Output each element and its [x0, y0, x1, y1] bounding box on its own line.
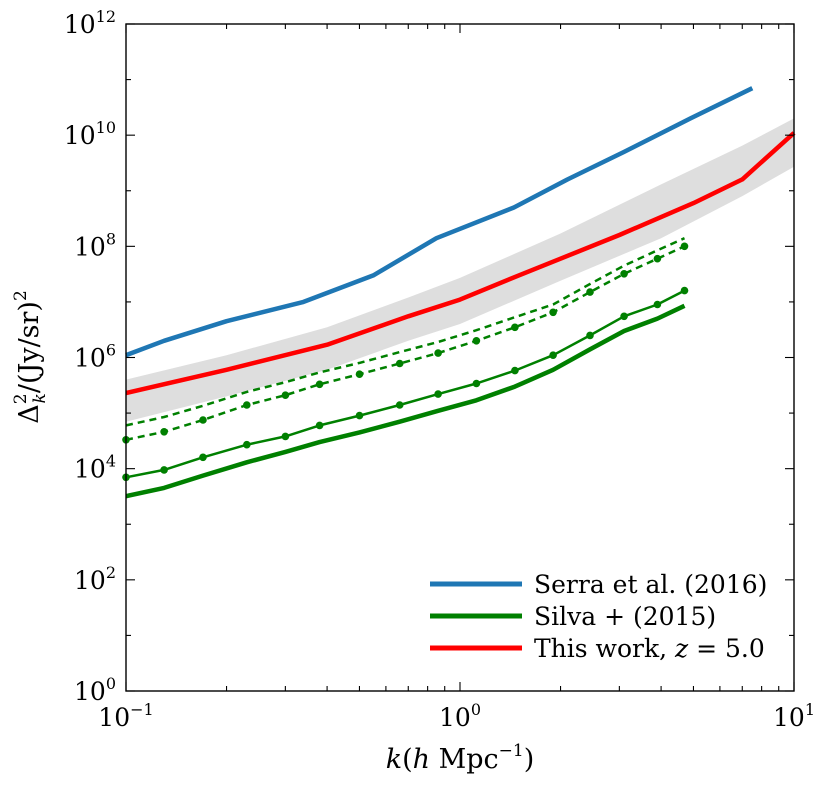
series-3-point — [243, 440, 251, 449]
y-tick-label-5: 1010 — [64, 118, 116, 150]
uncertainty-band-layer — [126, 118, 794, 422]
series-3-point — [315, 421, 324, 430]
x-tick-label-2: 101 — [773, 700, 815, 732]
legend-label-0: Serra et al. (2016) — [534, 570, 767, 599]
series-3-point — [549, 351, 557, 360]
series-line-3 — [125, 289, 686, 479]
series-3-point — [653, 300, 662, 309]
series-line-0 — [125, 86, 754, 358]
series-2-point — [653, 254, 662, 263]
series-2-point — [511, 323, 519, 332]
series-2-point — [586, 288, 594, 296]
series-2-point — [160, 428, 168, 436]
series-layer — [122, 86, 796, 499]
y-tick-label-4: 108 — [74, 229, 116, 261]
series-line-1 — [125, 237, 686, 427]
series-line-4 — [125, 303, 686, 499]
series-2-point — [472, 337, 481, 345]
series-2-point — [434, 349, 442, 357]
series-3-point — [395, 401, 404, 409]
x-tick-label-0: 10−1 — [98, 700, 153, 732]
series-2-point — [315, 380, 324, 389]
series-3-point — [355, 411, 364, 420]
series-2-point — [199, 416, 207, 424]
y-tick-label-0: 100 — [74, 674, 116, 706]
series-2-point — [620, 270, 628, 278]
series-3-point — [680, 286, 689, 295]
plot-frame — [125, 23, 795, 692]
y-tick-label-2: 104 — [74, 452, 116, 484]
y-tick-label-1: 102 — [74, 563, 116, 595]
series-3-point — [620, 312, 628, 321]
y-tick-label-6: 1012 — [64, 7, 116, 39]
series-3-point — [160, 466, 168, 474]
series-3-point — [199, 453, 207, 462]
series-3-point — [586, 331, 594, 340]
y-tick-label-3: 106 — [74, 341, 116, 373]
legend-label-1: Silva + (2015) — [534, 602, 716, 631]
series-2-point — [395, 359, 404, 368]
legend-label-2: This work, z = 5.0 — [534, 634, 765, 663]
series-3-point — [511, 366, 519, 375]
series-3-point — [472, 379, 481, 388]
series-2-point — [355, 370, 364, 379]
series-2-point — [549, 308, 557, 317]
x-axis-label: k(h Mpc−1) — [386, 741, 535, 775]
series-2-point — [680, 242, 689, 251]
series-2-point — [281, 391, 290, 400]
x-tick-label-1: 100 — [439, 700, 481, 732]
series-2-point — [243, 401, 251, 409]
series-line-5 — [125, 131, 796, 396]
uncertainty-band — [126, 118, 794, 422]
series-3-point — [281, 432, 290, 441]
series-line-2 — [125, 245, 686, 442]
y-axis-label: Δ2k/(Jy/sr)2 — [11, 290, 50, 424]
legend: Serra et al. (2016) Silva + (2015) This wo… — [430, 570, 767, 663]
series-3-point — [434, 390, 442, 398]
